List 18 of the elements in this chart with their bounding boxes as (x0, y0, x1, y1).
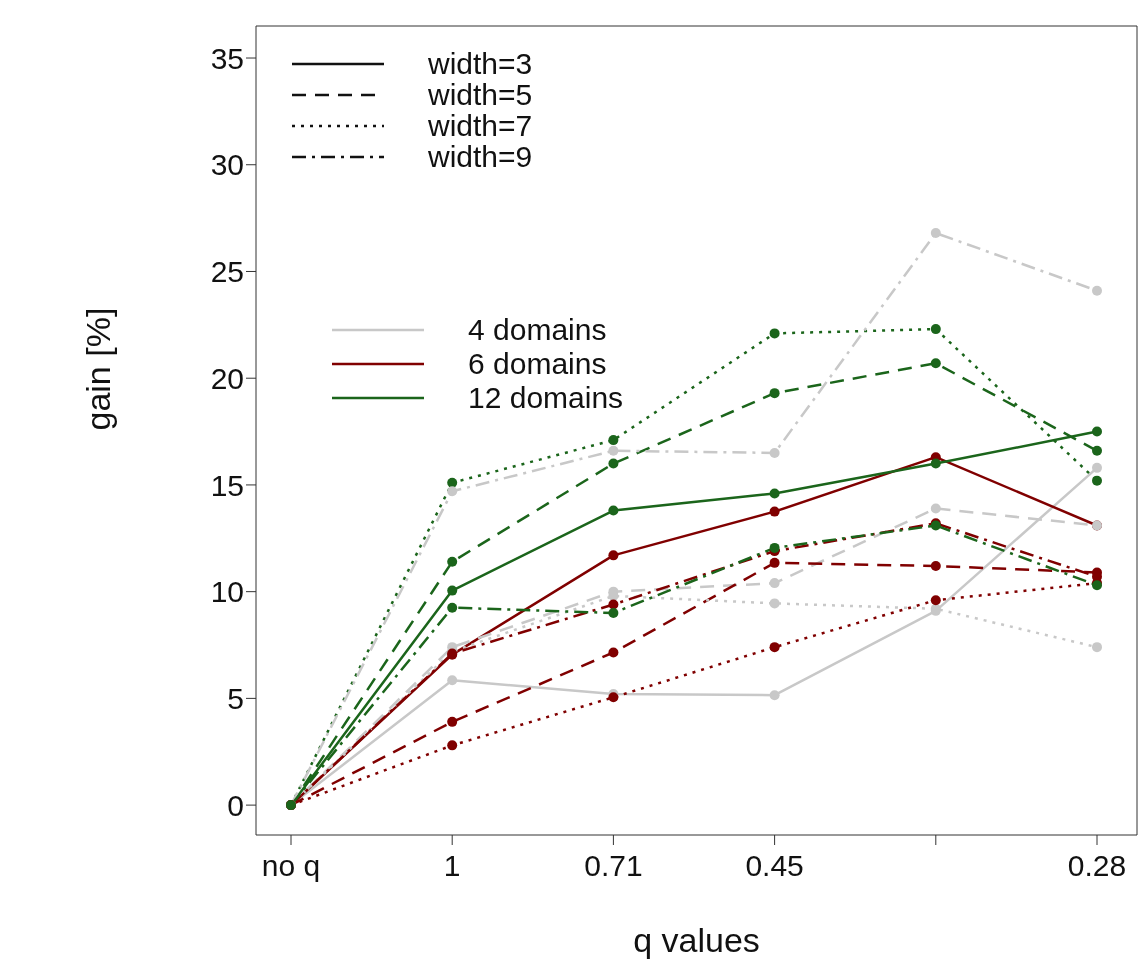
x-axis-title: q values (633, 921, 760, 959)
y-tick-label: 20 (210, 361, 244, 395)
x-tick-label: no q (261, 849, 321, 883)
x-tick-label: 0.45 (745, 849, 804, 883)
x-tick-label: 0.28 (1067, 849, 1127, 883)
annotation: 4 domains (468, 313, 607, 347)
y-tick-label: 25 (210, 255, 244, 289)
y-tick-label: 5 (227, 682, 244, 716)
annotation: 6 domains (468, 347, 607, 381)
x-tick-label: 1 (443, 849, 461, 883)
y-tick-label: 30 (210, 148, 244, 182)
y-tick-label: 10 (210, 575, 244, 609)
y-tick-label: 35 (210, 41, 244, 75)
x-tick-label: 0.71 (584, 849, 643, 883)
y-axis-title: gain [%] (79, 307, 118, 431)
y-tick-label: 0 (227, 788, 244, 822)
annotation: 12 domains (468, 381, 624, 415)
y-tick-label: 15 (210, 468, 244, 502)
